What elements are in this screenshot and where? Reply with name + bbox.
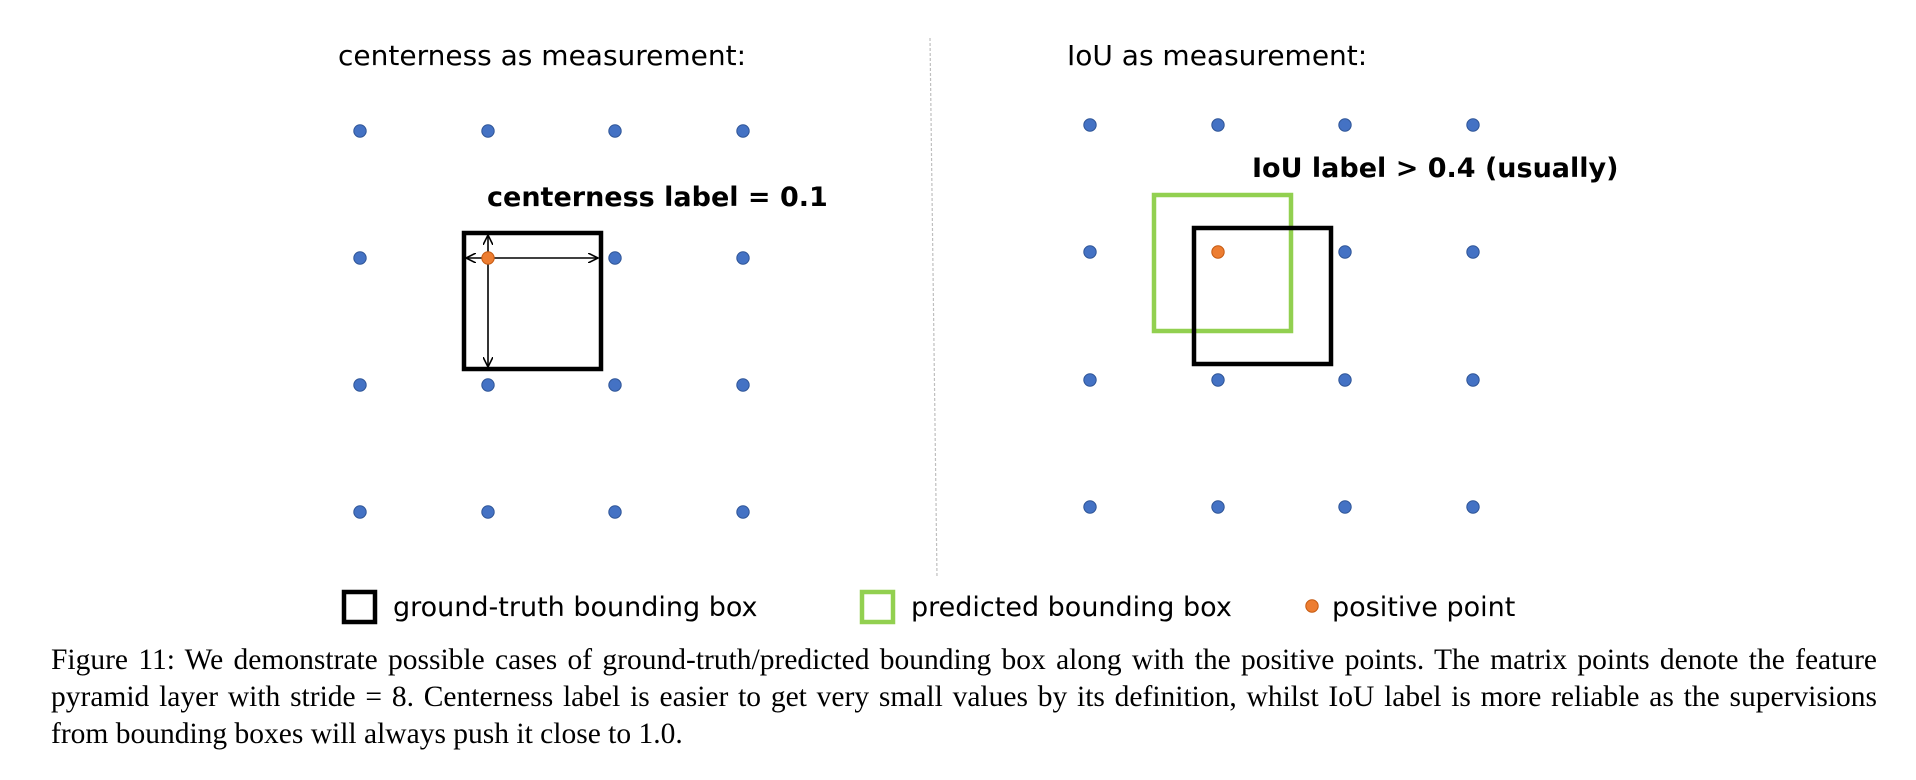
grid-point-iou-r0-c2 xyxy=(1338,118,1352,132)
iou-label: IoU label > 0.4 (usually) xyxy=(1252,153,1618,184)
grid-point-centerness-r1-c2 xyxy=(608,251,622,265)
grid-point-iou-r3-c2 xyxy=(1338,500,1352,514)
legend-pred-swatch xyxy=(859,589,896,625)
grid-point-centerness-r3-c1 xyxy=(481,505,495,519)
figure-caption: Figure 11: We demonstrate possible cases… xyxy=(51,644,1877,750)
panel-divider xyxy=(929,37,938,579)
grid-point-centerness-r0-c3 xyxy=(736,124,750,138)
grid-point-iou-r2-c1 xyxy=(1211,373,1225,387)
feature-grid-iou xyxy=(1083,118,1480,514)
panel-title-iou: IoU as measurement: xyxy=(1067,39,1367,72)
grid-point-iou-r3-c0 xyxy=(1083,500,1097,514)
legend-pred-label: predicted bounding box xyxy=(911,592,1232,623)
feature-grid-centerness xyxy=(353,124,750,519)
grid-point-iou-r1-c3 xyxy=(1466,245,1480,259)
grid-point-centerness-r0-c2 xyxy=(608,124,622,138)
legend-gt-swatch xyxy=(341,589,378,625)
grid-point-iou-r2-c2 xyxy=(1338,373,1352,387)
grid-point-centerness-r3-c3 xyxy=(736,505,750,519)
grid-point-iou-r0-c3 xyxy=(1466,118,1480,132)
ground-truth-box-iou xyxy=(1191,225,1334,367)
legend-gt-label: ground-truth bounding box xyxy=(393,592,758,623)
ground-truth-box-centerness xyxy=(461,230,604,372)
figure-illustration: centerness as measurement: IoU as measur… xyxy=(338,37,1618,625)
grid-point-iou-r0-c0 xyxy=(1083,118,1097,132)
predicted-box-iou xyxy=(1151,192,1294,334)
grid-point-centerness-r2-c1 xyxy=(481,378,495,392)
grid-point-centerness-r3-c2 xyxy=(608,505,622,519)
grid-point-iou-r1-c0 xyxy=(1083,245,1097,259)
grid-point-centerness-r0-c1 xyxy=(481,124,495,138)
positive-point-iou xyxy=(1211,245,1225,259)
grid-point-iou-r2-c0 xyxy=(1083,373,1097,387)
grid-point-iou-r1-c2 xyxy=(1338,245,1352,259)
grid-point-iou-r2-c3 xyxy=(1466,373,1480,387)
centerness-label: centerness label = 0.1 xyxy=(487,182,828,213)
grid-point-centerness-r2-c0 xyxy=(353,378,367,392)
grid-point-centerness-r2-c3 xyxy=(736,378,750,392)
grid-point-centerness-r3-c0 xyxy=(353,505,367,519)
grid-point-iou-r0-c1 xyxy=(1211,118,1225,132)
grid-point-iou-r3-c3 xyxy=(1466,500,1480,514)
positive-point-centerness xyxy=(481,251,495,265)
grid-point-centerness-r0-c0 xyxy=(353,124,367,138)
grid-point-centerness-r2-c2 xyxy=(608,378,622,392)
grid-point-centerness-r1-c3 xyxy=(736,251,750,265)
legend-pos-swatch xyxy=(1305,599,1319,613)
panel-title-centerness: centerness as measurement: xyxy=(338,39,746,72)
legend-pos-label: positive point xyxy=(1332,592,1515,623)
grid-point-centerness-r1-c0 xyxy=(353,251,367,265)
grid-point-iou-r3-c1 xyxy=(1211,500,1225,514)
